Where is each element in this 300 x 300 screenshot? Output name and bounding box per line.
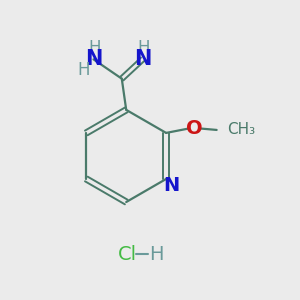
Text: H: H (89, 39, 101, 57)
Text: H: H (138, 39, 150, 57)
Text: H: H (149, 244, 163, 263)
Text: CH₃: CH₃ (227, 122, 255, 137)
Text: N: N (85, 49, 102, 69)
Text: H: H (78, 61, 90, 79)
Text: N: N (163, 176, 180, 195)
Text: O: O (186, 119, 203, 138)
Text: Cl: Cl (118, 244, 137, 263)
Text: N: N (134, 49, 151, 69)
